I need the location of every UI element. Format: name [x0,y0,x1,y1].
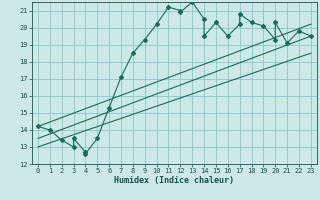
X-axis label: Humidex (Indice chaleur): Humidex (Indice chaleur) [115,176,234,185]
